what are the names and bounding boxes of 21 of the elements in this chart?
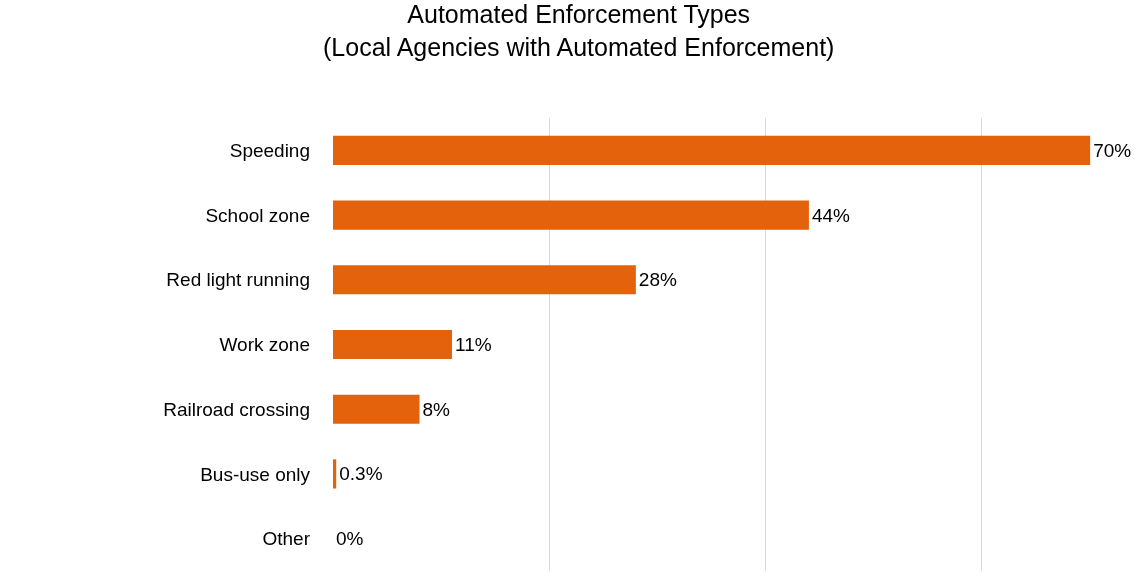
bar (333, 135, 1091, 165)
data-label: 70% (1093, 139, 1132, 161)
bar (333, 329, 452, 360)
data-label: 8% (422, 398, 451, 420)
y-tick-label: Bus-use only (200, 463, 311, 485)
data-label: 0.3% (339, 463, 383, 485)
data-label: 0% (336, 528, 364, 550)
bar (333, 200, 809, 230)
bar (333, 459, 337, 489)
y-tick-label: Work zone (219, 334, 310, 356)
bar (333, 394, 420, 424)
data-label: 11% (454, 334, 492, 355)
chart-title: Automated Enforcement Types (Local Agencies with Automated Enforcement) (323, 0, 835, 61)
y-tick-label: Speeding (229, 140, 310, 162)
data-label: 28% (638, 269, 677, 291)
data-label: 44% (811, 204, 851, 226)
bar (333, 265, 636, 295)
y-tick-label: School zone (205, 204, 310, 226)
y-tick-label: Other (262, 528, 311, 550)
y-tick-label: Red light running (166, 269, 310, 291)
y-tick-label: Railroad crossing (163, 398, 310, 420)
